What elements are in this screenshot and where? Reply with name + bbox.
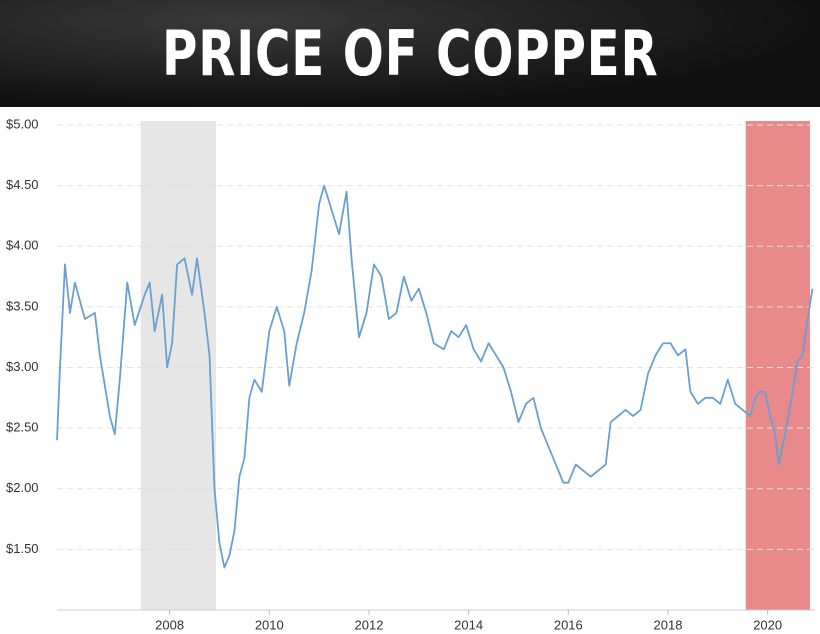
y-tick-label: $2.00 xyxy=(6,480,39,495)
y-tick-label: $2.50 xyxy=(6,420,39,435)
highlight-band xyxy=(140,121,216,610)
y-tick-label: $3.50 xyxy=(6,298,39,313)
x-tick-label: 2012 xyxy=(355,617,384,632)
chart-title: PRICE OF COPPER xyxy=(161,17,659,90)
y-tick-label: $3.00 xyxy=(6,359,39,374)
x-tick-label: 2020 xyxy=(753,617,782,632)
y-tick-label: $5.00 xyxy=(6,116,39,131)
price-line xyxy=(56,184,814,569)
x-tick-label: 2008 xyxy=(155,617,184,632)
y-tick-label: $1.50 xyxy=(6,541,39,556)
y-tick-label: $4.50 xyxy=(6,177,39,192)
x-tick-label: 2016 xyxy=(554,617,583,632)
title-banner: PRICE OF COPPER xyxy=(0,0,820,107)
chart: $1.50 $2.00 $2.50 $3.00 $3.50 $4.00 $4.50 $5.00… xyxy=(6,116,815,632)
x-tick-label: 2010 xyxy=(255,617,284,632)
x-tick-label: 2014 xyxy=(454,617,483,632)
highlight-band xyxy=(745,121,811,610)
x-tick-label: 2018 xyxy=(654,617,683,632)
y-tick-label: $4.00 xyxy=(6,238,39,253)
